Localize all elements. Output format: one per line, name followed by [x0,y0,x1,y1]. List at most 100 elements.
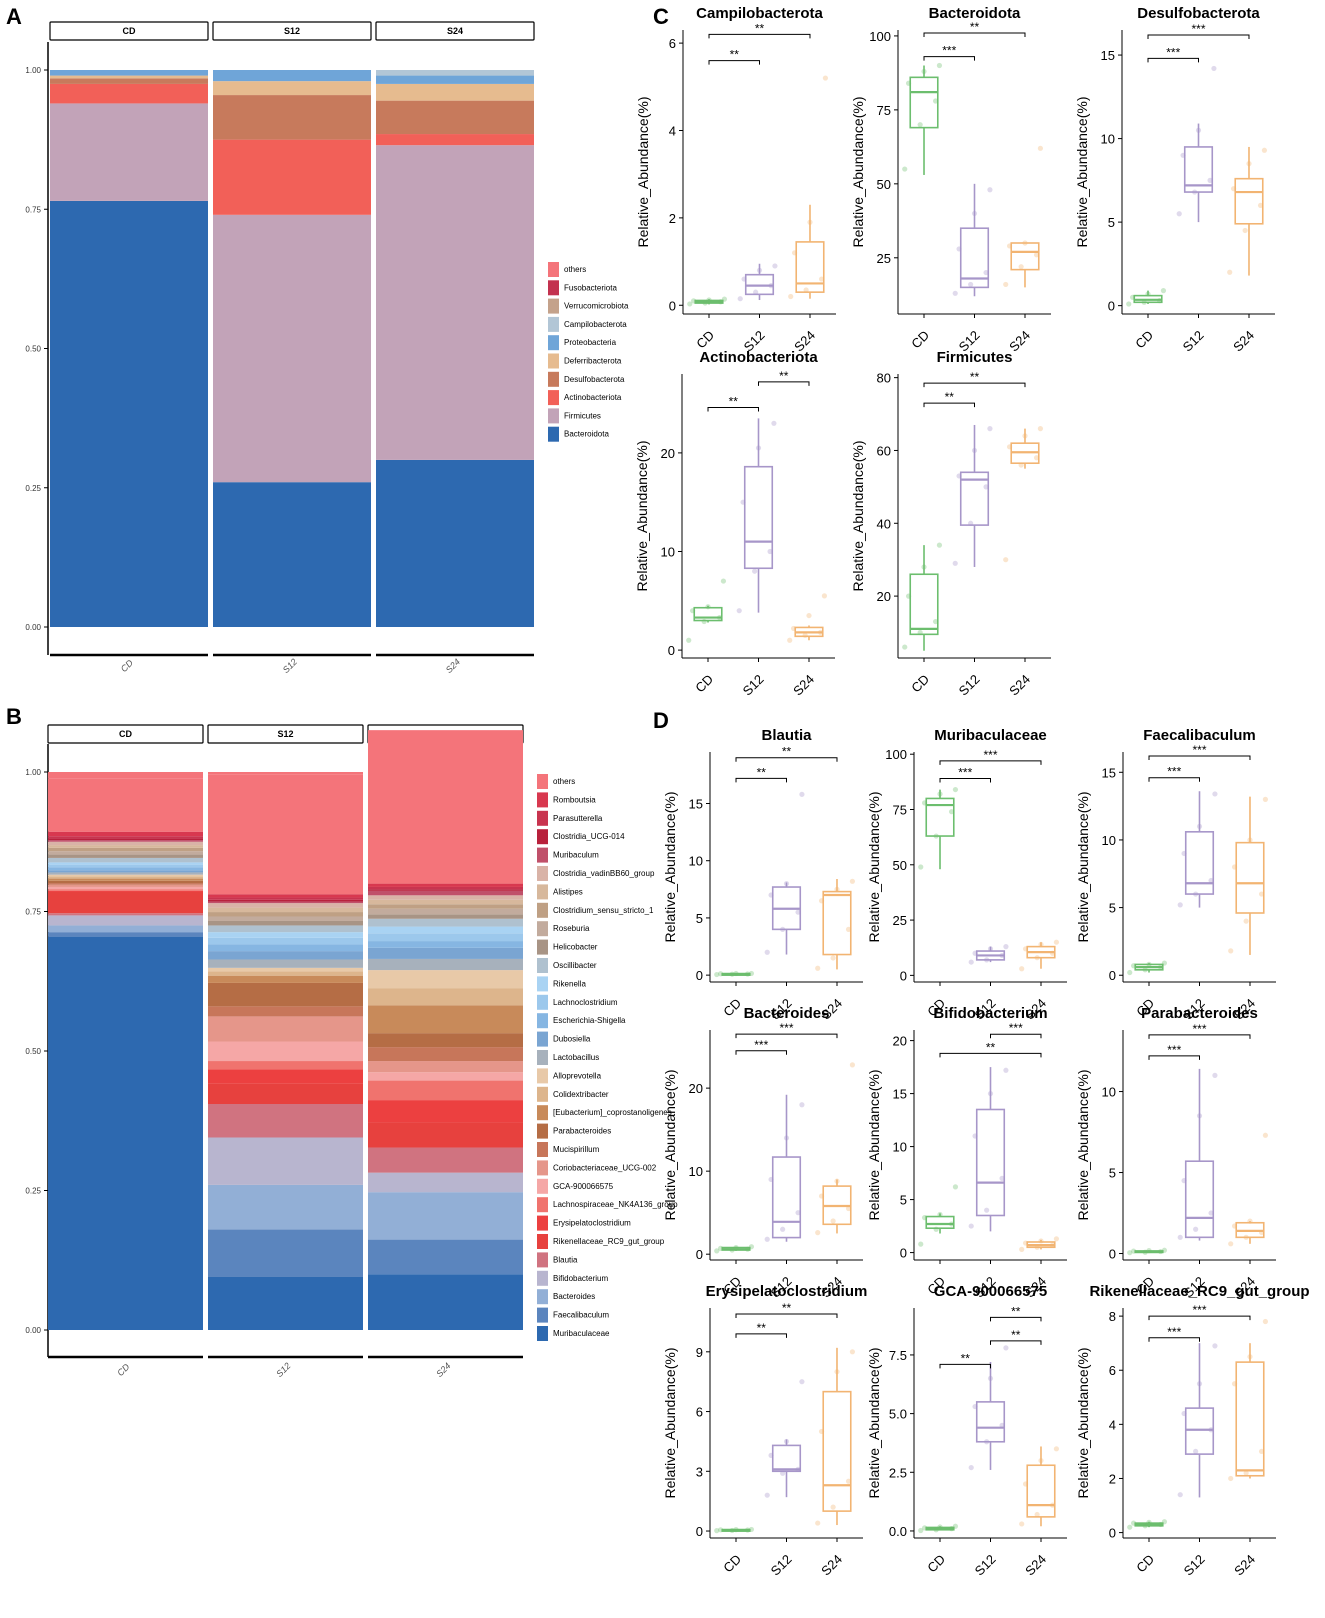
boxplot-actinobacteriota: Actinobacteriota 0 10 20 Relative_Abundance(… [634,349,835,698]
bar-segment-others [208,772,363,775]
bar-segment-lachnospiraceae-nk4a136-group [208,1061,363,1070]
data-point [849,1349,856,1355]
x-tick-label: S12 [281,657,299,675]
y-tick-label: 20 [661,446,675,461]
legend-swatch [537,1307,548,1323]
stacked-bar-chart-b: 0.000.250.500.751.00CDCDS12S12S24S24othe… [25,724,678,1379]
bar-segment-blautia [48,913,203,916]
bar-segment-parabacteroides [368,1033,523,1048]
box-s12 [975,1401,1006,1443]
legend-swatch [537,1031,548,1047]
data-point [780,1226,786,1232]
significance-label: *** [1167,1043,1181,1057]
data-point [1130,1520,1137,1526]
legend-swatch [537,1326,548,1341]
legend-label: Rikenella [553,979,586,988]
data-point [788,293,794,300]
data-point [1193,1226,1199,1232]
bar-segment-escherichia-shigella [208,944,363,952]
bar-segment-deferribacterota [50,75,208,79]
y-tick-label: 0.00 [25,1326,41,1335]
data-point [1193,1448,1199,1455]
bar-segment--eubacterium-coprostanoligenes [368,1005,523,1034]
subplot-title: Bacteroidota [929,5,1021,22]
legend-label: Parabacteroides [553,1127,611,1136]
data-point [948,1526,955,1532]
y-axis-label: Relative_Abundance(%) [850,97,866,248]
data-point [783,1135,790,1141]
y-tick-label: 5.0 [889,1407,907,1422]
y-tick-label: 5 [1109,1166,1116,1181]
y-tick-label: 0 [1109,968,1116,983]
data-point [952,1184,959,1190]
significance-bracket [939,1363,991,1369]
data-point [815,965,821,971]
bar-segment-clostridia-ucg-014 [48,838,203,841]
y-tick-label: 10 [893,1140,907,1155]
bar-segment-dubosiella [368,947,523,959]
data-point [1211,65,1217,72]
significance-label: *** [779,1021,793,1035]
data-point [1022,240,1028,246]
data-point [1196,1381,1203,1387]
data-point [1243,1234,1249,1240]
legend-swatch [548,316,559,332]
y-tick-label: 0.0 [889,1524,907,1539]
bar-segment-bacteroidota [50,200,208,627]
data-point [968,959,974,965]
bar-segment-clostridium-sensu-stricto-1 [48,847,203,852]
data-point [1261,147,1268,153]
y-tick-label: 0.25 [25,484,41,493]
significance-label: *** [942,44,956,58]
data-point [1003,557,1009,563]
data-point [740,499,746,505]
data-point [767,548,773,555]
significance-bracket [735,1033,838,1039]
data-point [933,1226,939,1232]
y-axis-label: Relative_Abundance(%) [866,1070,882,1221]
box-s24 [1234,177,1264,225]
data-point [1228,1241,1234,1247]
bar-segment-proteobacteria [213,70,371,82]
significance-bracket [735,1313,838,1318]
data-point [1019,1521,1025,1527]
data-point [972,1403,978,1410]
data-point [1208,1210,1214,1216]
legend-swatch [537,902,548,918]
bar-segment-lactobacillus [368,958,523,971]
significance-bracket [708,60,760,65]
significance-bracket [1148,777,1200,782]
legend-label: Lachnoclostridium [553,998,618,1007]
data-point [1003,1067,1009,1073]
bar-segment-desulfobacterota [213,95,371,140]
data-point [952,560,958,566]
data-point [729,1527,735,1534]
box-s24 [795,241,825,293]
data-point [1243,918,1249,924]
x-tick-label: CD [693,328,717,352]
significance-bracket [707,407,759,412]
legend-swatch [537,1197,548,1213]
data-point [1258,1229,1265,1236]
legend-label: Lactobacillus [553,1053,599,1062]
y-tick-label: 0.50 [25,1047,41,1056]
legend-swatch [537,994,548,1010]
significance-label: *** [1009,1021,1023,1035]
data-point [902,166,908,172]
data-point [952,786,959,793]
data-point [686,637,692,643]
bar-segment-parabacteroides [208,982,363,1007]
y-tick-label: 10 [689,1164,703,1179]
y-tick-label: 25 [877,251,891,266]
bar-segment-muribaculaceae [208,1276,363,1330]
legend-swatch [537,1050,548,1065]
bar-segment-roseburia [48,851,203,855]
y-tick-label: 0 [696,968,703,983]
boxplot-bifidobacterium: Bifidobacterium 0 5 10 15 20 Relative_Abundanc… [866,1005,1067,1300]
legend-label: Alloprevotella [553,1071,602,1080]
data-point [1127,1524,1133,1530]
significance-bracket [939,1052,1042,1058]
bar-segment-rikenellaceae-rc9-gut-group [208,1083,363,1105]
legend-swatch [537,1105,548,1121]
subplot-title: Desulfobacterota [1137,5,1260,22]
